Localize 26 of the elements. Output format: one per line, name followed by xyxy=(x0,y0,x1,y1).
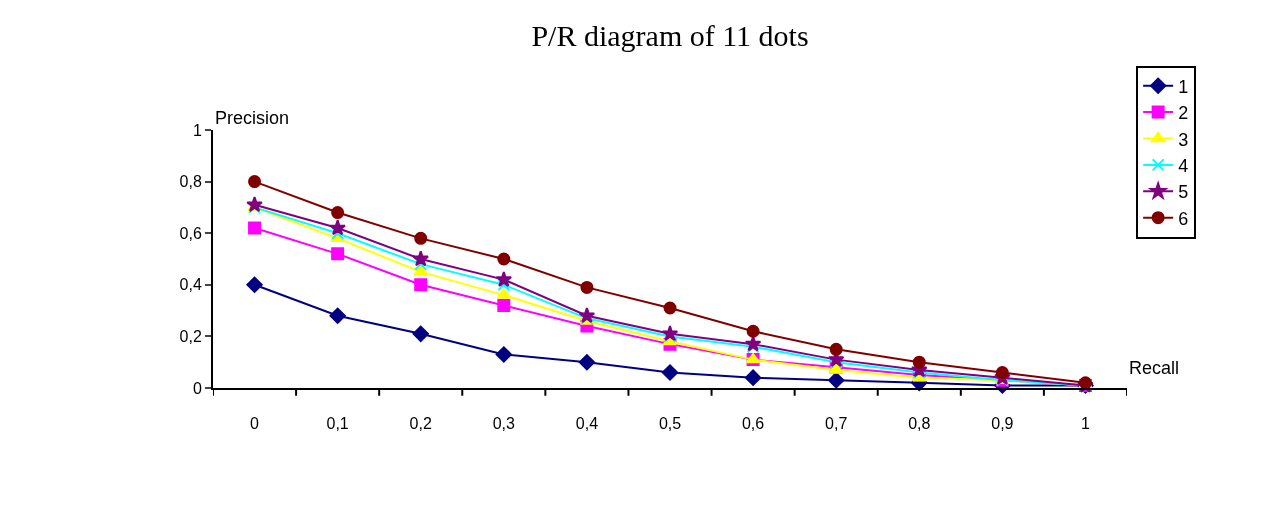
y-tick-label: 1 xyxy=(192,121,202,139)
x-tick-label: 0,3 xyxy=(492,415,516,433)
x-tick-label: 0,6 xyxy=(741,415,765,433)
legend-label: 1 xyxy=(1178,76,1189,97)
x-tick-label: 0,8 xyxy=(908,415,931,433)
y-tick-label: 0,8 xyxy=(179,173,202,191)
x-tick-label: 0 xyxy=(250,415,260,433)
y-axis-title: Precision xyxy=(215,108,290,128)
chart-title: P/R diagram of 11 dots xyxy=(531,19,809,53)
legend-label: 3 xyxy=(1178,129,1189,150)
legend-label: 2 xyxy=(1178,103,1189,124)
x-tick-label: 0,4 xyxy=(575,415,599,433)
x-tick-label: 0,5 xyxy=(658,415,682,433)
legend-label: 4 xyxy=(1178,155,1189,176)
y-tick-label: 0,6 xyxy=(179,224,202,242)
x-tick-label: 0,9 xyxy=(991,415,1014,433)
legend-label: 6 xyxy=(1178,208,1189,229)
x-axis-title: Recall xyxy=(1129,358,1180,378)
x-tick-label: 0,7 xyxy=(825,415,848,433)
x-tick-label: 1 xyxy=(1081,415,1090,433)
x-tick-label: 0,1 xyxy=(326,415,349,433)
y-tick-label: 0 xyxy=(192,379,202,397)
y-tick-label: 0,4 xyxy=(179,276,202,294)
legend-label: 5 xyxy=(1178,182,1189,203)
x-tick-label: 0,2 xyxy=(409,415,432,433)
y-tick-label: 0,2 xyxy=(179,328,202,345)
